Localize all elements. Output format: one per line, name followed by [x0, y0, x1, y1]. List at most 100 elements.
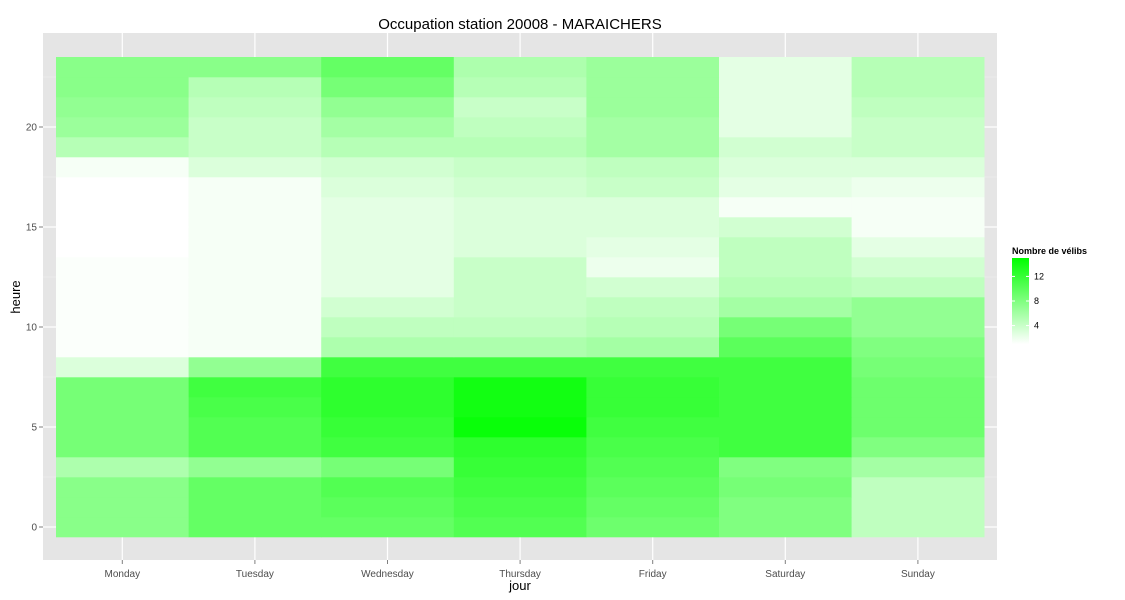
heatmap-tile: [719, 357, 852, 378]
x-axis-title: jour: [508, 578, 531, 593]
heatmap-tile: [188, 277, 322, 298]
heatmap-tile: [851, 97, 985, 118]
heatmap-tile: [321, 257, 455, 278]
heatmap-tile: [851, 357, 985, 378]
heatmap-tile: [851, 457, 985, 478]
heatmap-tile: [188, 497, 322, 518]
x-tick-label: Monday: [105, 569, 141, 580]
heatmap-tile: [851, 337, 985, 358]
heatmap-tile: [851, 77, 985, 98]
heatmap-tile: [321, 277, 455, 298]
heatmap-tile: [851, 297, 985, 318]
heatmap-tile: [586, 397, 720, 418]
heatmap-tile: [851, 57, 985, 78]
heatmap-tile: [453, 277, 587, 298]
heatmap-tile: [586, 337, 720, 358]
heatmap-tile: [851, 137, 985, 158]
heatmap-tile: [56, 497, 189, 518]
y-tick-label: 15: [26, 223, 38, 234]
heatmap-tile: [188, 197, 322, 218]
legend-tick-label: 4: [1034, 321, 1039, 331]
heatmap-tile: [586, 477, 720, 498]
heatmap-tile: [719, 297, 852, 318]
heatmap-tile: [56, 517, 189, 538]
heatmap-tile: [851, 317, 985, 338]
y-axis-title: heure: [8, 280, 23, 313]
heatmap-tile: [321, 417, 455, 438]
heatmap-tile: [188, 157, 322, 178]
legend-tick-label: 12: [1034, 271, 1044, 281]
heatmap-tile: [453, 497, 587, 518]
heatmap-tile: [56, 437, 189, 458]
heatmap-tile: [586, 317, 720, 338]
x-tick-label: Friday: [639, 569, 667, 580]
heatmap-tile: [188, 77, 322, 98]
heatmap-tile: [321, 297, 455, 318]
heatmap-tile: [719, 397, 852, 418]
heatmap-tile: [188, 317, 322, 338]
heatmap-tile: [719, 497, 852, 518]
heatmap-tile: [56, 97, 189, 118]
heatmap-tile: [453, 257, 587, 278]
heatmap-tile: [851, 497, 985, 518]
heatmap-tile: [586, 457, 720, 478]
heatmap-tile: [586, 97, 720, 118]
heatmap-tile: [56, 117, 189, 138]
heatmap-tile: [321, 477, 455, 498]
heatmap-tile: [851, 217, 985, 238]
heatmap-tile: [321, 377, 455, 398]
heatmap-tile: [851, 397, 985, 418]
heatmap-tile: [56, 357, 189, 378]
heatmap-tile: [56, 377, 189, 398]
heatmap-tile: [321, 457, 455, 478]
heatmap-tile: [453, 137, 587, 158]
heatmap-tile: [453, 457, 587, 478]
heatmap-tile: [188, 177, 322, 198]
heatmap-tile: [719, 157, 852, 178]
heatmap-tile: [188, 57, 322, 78]
heatmap-tile: [453, 437, 587, 458]
heatmap-tile: [56, 177, 189, 198]
heatmap-tile: [586, 137, 720, 158]
heatmap-tile: [188, 377, 322, 398]
x-axis-ticks: Monday Tuesday Wednesday Thursday Friday Satu…: [105, 560, 935, 580]
heatmap-tile: [453, 57, 587, 78]
heatmap-tile: [851, 197, 985, 218]
heatmap-tile: [56, 137, 189, 158]
heatmap-tile: [321, 317, 455, 338]
heatmap-tile: [586, 297, 720, 318]
heatmap-tile: [321, 97, 455, 118]
x-tick-label: Thursday: [499, 569, 541, 580]
heatmap-tile: [586, 517, 720, 538]
heatmap-tile: [851, 517, 985, 538]
heatmap-tile: [719, 57, 852, 78]
heatmap-tile: [56, 337, 189, 358]
heatmap-tile: [321, 197, 455, 218]
heatmap-tile: [321, 157, 455, 178]
heatmap-tile: [719, 177, 852, 198]
y-axis-ticks: 0 5 10 15 20: [26, 123, 43, 534]
heatmap-tile: [586, 157, 720, 178]
heatmap-tile: [586, 277, 720, 298]
heatmap-tile: [188, 397, 322, 418]
heatmap-tile: [321, 517, 455, 538]
heatmap-tile: [453, 297, 587, 318]
heatmap-tile: [719, 217, 852, 238]
heatmap-tile: [586, 437, 720, 458]
x-tick-label: Wednesday: [361, 569, 414, 580]
legend-tick-label: 8: [1034, 296, 1039, 306]
legend-ticks: 4 8 12: [1012, 271, 1044, 331]
heatmap-tile: [453, 377, 587, 398]
heatmap-tile: [719, 337, 852, 358]
heatmap-tile: [56, 417, 189, 438]
heatmap-tile: [453, 357, 587, 378]
heatmap-tile: [188, 97, 322, 118]
heatmap-tile: [453, 97, 587, 118]
y-tick-label: 0: [31, 523, 37, 534]
heatmap-tile: [56, 477, 189, 498]
heatmap-tile: [586, 77, 720, 98]
heatmap-tile: [188, 437, 322, 458]
heatmap-tile: [586, 417, 720, 438]
heatmap-tile: [719, 257, 852, 278]
